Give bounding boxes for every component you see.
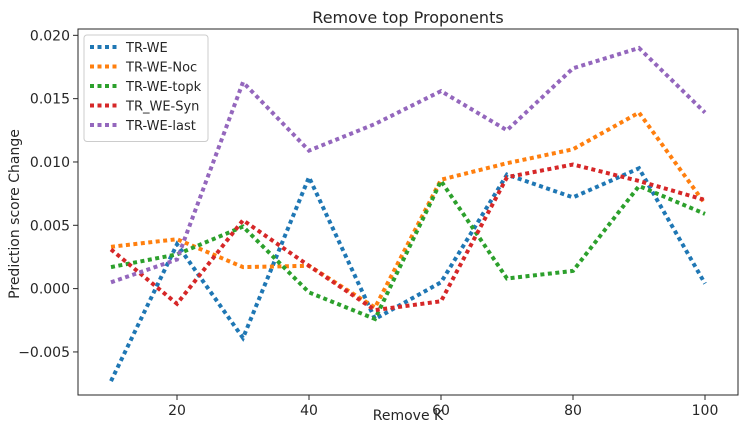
y-tick-label: 0.000: [30, 282, 70, 298]
legend-label: TR-WE-Noc: [125, 61, 197, 76]
legend-label: TR-WE-last: [125, 119, 196, 134]
series-line-tr-we-last: [110, 45, 707, 285]
chart-title: Remove top Proponents: [312, 8, 503, 27]
x-axis-label: Remove K: [373, 408, 444, 424]
legend-label: TR-WE-topk: [125, 80, 202, 95]
series-line-tr-we-syn: [109, 162, 706, 313]
legend-box: [83, 34, 209, 142]
legend-label: TR_WE-Syn: [125, 100, 199, 115]
y-tick-label: 0.010: [30, 155, 70, 171]
x-tick-label: 80: [564, 403, 582, 419]
x-tick-label: 60: [432, 403, 450, 419]
x-tick-label: 20: [168, 403, 186, 419]
y-tick-label: 0.005: [30, 218, 70, 234]
y-tick-label: 0.015: [30, 92, 70, 108]
legend: TR-WE TR-WE-Noc TR-WE-topk TR_WE-Syn TR-WE-l…: [83, 34, 209, 142]
x-tick-label: 100: [692, 403, 719, 419]
plot-area: 20 40 60 80 100 −0.005 0.000 0.005 0.010 0.015 0.0…: [18, 28, 739, 419]
x-tick-label: 40: [300, 403, 318, 419]
plot-frame: [77, 28, 739, 396]
y-tick-label: −0.005: [18, 345, 70, 361]
legend-label: TR-WE: [125, 41, 168, 56]
series-line-tr-we-noc: [110, 109, 707, 311]
y-tick-label: 0.020: [30, 28, 70, 44]
y-axis-label: Prediction score Change: [7, 129, 23, 299]
